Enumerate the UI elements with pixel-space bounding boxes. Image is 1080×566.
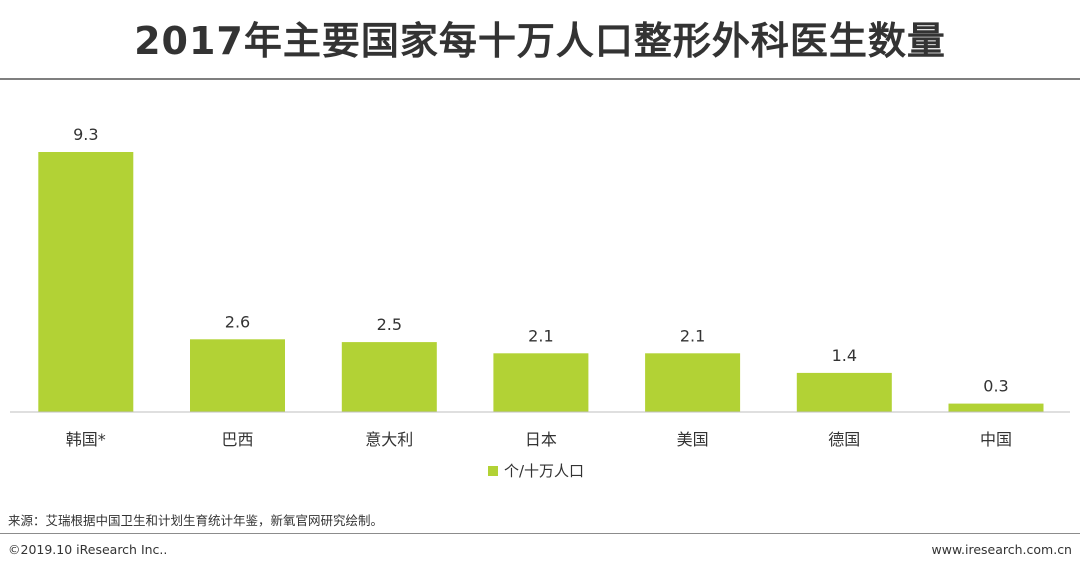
labels-layer: 9.3 韩国* 2.6 巴西 2.5 意大利 2.1 日本 2.1 美国 1.4 德国 0.3 中国 xyxy=(66,125,1012,449)
category-label: 德国 xyxy=(828,430,860,449)
legend-swatch xyxy=(488,466,498,476)
title-divider xyxy=(0,78,1080,80)
footer-divider xyxy=(0,533,1080,534)
bar xyxy=(948,403,1044,412)
category-label: 意大利 xyxy=(365,430,413,449)
bar xyxy=(341,342,437,412)
data-label: 2.6 xyxy=(225,312,250,331)
category-label: 巴西 xyxy=(221,430,253,449)
data-label: 1.4 xyxy=(832,346,857,365)
website-text: www.iresearch.com.cn xyxy=(931,542,1073,557)
bar-chart: 9.3 韩国* 2.6 巴西 2.5 意大利 2.1 日本 2.1 美国 1.4 德国 0.3 中国 个/… xyxy=(10,125,1070,480)
data-label: 2.1 xyxy=(680,326,705,345)
category-label: 韩国* xyxy=(66,430,106,449)
legend-label: 个/十万人口 xyxy=(504,462,584,480)
data-label: 2.1 xyxy=(528,326,553,345)
bars-layer xyxy=(38,152,1044,412)
data-label: 0.3 xyxy=(983,377,1008,396)
bar xyxy=(38,152,134,412)
source-note: 来源：艾瑞根据中国卫生和计划生育统计年鉴，新氧官网研究绘制。 xyxy=(8,513,384,528)
copyright-text: ©2019.10 iResearch Inc.. xyxy=(8,542,168,557)
bar xyxy=(796,372,892,412)
category-label: 日本 xyxy=(525,430,557,449)
chart-title: 2017年主要国家每十万人口整形外科医生数量 xyxy=(134,19,946,63)
data-label: 9.3 xyxy=(73,125,98,144)
category-label: 美国 xyxy=(677,430,709,449)
legend: 个/十万人口 xyxy=(488,462,584,480)
data-label: 2.5 xyxy=(377,315,402,334)
bar xyxy=(493,353,589,412)
bar xyxy=(190,339,285,412)
bar xyxy=(645,353,741,412)
category-label: 中国 xyxy=(980,430,1012,449)
